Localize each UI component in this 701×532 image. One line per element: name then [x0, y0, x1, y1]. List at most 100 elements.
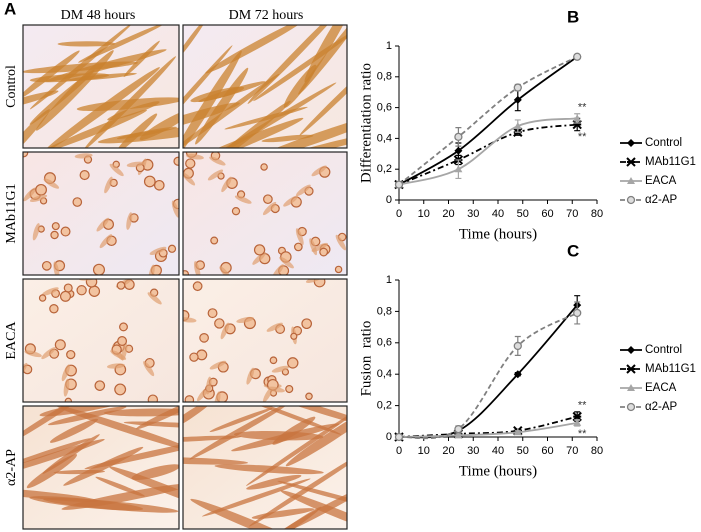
- cell: [261, 134, 314, 143]
- cell: [221, 176, 232, 193]
- cell: [185, 158, 196, 169]
- legend-label: MAb11G1: [645, 156, 696, 168]
- marker: [513, 341, 522, 351]
- cell: [253, 31, 347, 102]
- cell: [121, 343, 128, 361]
- micrograph-frame: [182, 151, 348, 276]
- cell: [283, 195, 299, 207]
- cell: [126, 212, 133, 230]
- cell: [233, 430, 324, 441]
- x-tick-label: 30: [467, 445, 479, 457]
- cells: [183, 25, 347, 148]
- cell: [183, 73, 280, 148]
- row-label: Control: [4, 65, 19, 108]
- cell: [214, 318, 225, 329]
- row-label: EACA: [4, 321, 19, 360]
- series-line: [398, 123, 578, 186]
- cell: [153, 179, 165, 191]
- cell: [262, 386, 273, 402]
- series-line: [398, 415, 578, 438]
- cell: [283, 64, 317, 108]
- cell: [294, 242, 303, 252]
- x-tick-label: 60: [541, 208, 553, 220]
- x-tick-label: 0: [396, 445, 402, 457]
- x-tick-label: 80: [591, 445, 603, 457]
- cell: [49, 304, 59, 314]
- micrograph: [182, 405, 348, 530]
- cells: [23, 152, 179, 275]
- y-tick-label: 0,6: [377, 337, 392, 349]
- annotation: **: [578, 428, 587, 440]
- cell: [285, 384, 294, 394]
- cell: [186, 153, 204, 160]
- cell: [296, 184, 311, 197]
- cell: [183, 172, 196, 186]
- marker: [513, 83, 522, 92]
- cell: [147, 394, 159, 402]
- panel-label: B: [567, 7, 579, 26]
- y-tick-label: 0,4: [377, 132, 392, 144]
- x-tick-label: 60: [541, 445, 553, 457]
- cell: [311, 165, 327, 177]
- x-axis-title: Time (hours): [459, 463, 537, 479]
- y-axis-title: Differentiation ratio: [358, 63, 374, 183]
- cell: [97, 124, 179, 144]
- cell: [85, 279, 98, 288]
- cell: [206, 376, 212, 395]
- cell: [271, 365, 290, 373]
- cell: [266, 322, 283, 332]
- marker: [454, 132, 463, 142]
- micrograph-frame: [182, 405, 348, 530]
- micrograph: [22, 151, 180, 276]
- cell: [59, 290, 71, 302]
- marker: [454, 431, 463, 439]
- cell: [313, 279, 326, 288]
- cell: [319, 247, 329, 257]
- cell: [29, 69, 95, 125]
- cell: [263, 194, 273, 205]
- x-tick-label: 40: [492, 445, 504, 457]
- x-tick-label: 30: [467, 208, 479, 220]
- x-tick-label: 50: [517, 208, 529, 220]
- y-tick-label: 0,4: [377, 368, 392, 380]
- marker: [626, 157, 636, 167]
- x-tick-label: 40: [492, 208, 504, 220]
- panel-label: C: [567, 241, 579, 260]
- cell: [41, 260, 52, 271]
- cell: [236, 316, 255, 323]
- cell: [220, 322, 230, 340]
- cell: [74, 153, 93, 159]
- cell: [123, 40, 160, 78]
- cell: [56, 406, 179, 453]
- legend-label: EACA: [645, 175, 677, 187]
- marker: [394, 432, 404, 442]
- row-label: MAb11G1: [4, 183, 19, 243]
- y-tick-label: 0,2: [377, 163, 392, 175]
- cell: [23, 50, 80, 100]
- cell: [207, 169, 224, 181]
- cell: [49, 418, 99, 443]
- micrograph: [22, 405, 180, 530]
- cell: [123, 421, 179, 429]
- marker: [627, 177, 635, 184]
- cell: [109, 163, 124, 177]
- cell: [253, 129, 347, 148]
- micrograph-frame: [22, 405, 180, 530]
- micrograph: [182, 151, 348, 276]
- cell: [116, 281, 126, 290]
- marker: [573, 308, 582, 318]
- cell: [301, 318, 313, 330]
- cell: [274, 483, 347, 529]
- cell: [106, 363, 125, 369]
- cell: [23, 187, 37, 202]
- cell: [209, 156, 226, 166]
- micrograph-frame: [182, 24, 348, 149]
- cell: [207, 308, 218, 319]
- cell: [76, 285, 87, 296]
- legend-label: α2-AP: [645, 401, 678, 413]
- x-tick-label: 70: [566, 445, 578, 457]
- cell: [224, 106, 308, 130]
- x-axis-title: Time (hours): [459, 226, 537, 242]
- cell: [183, 102, 240, 136]
